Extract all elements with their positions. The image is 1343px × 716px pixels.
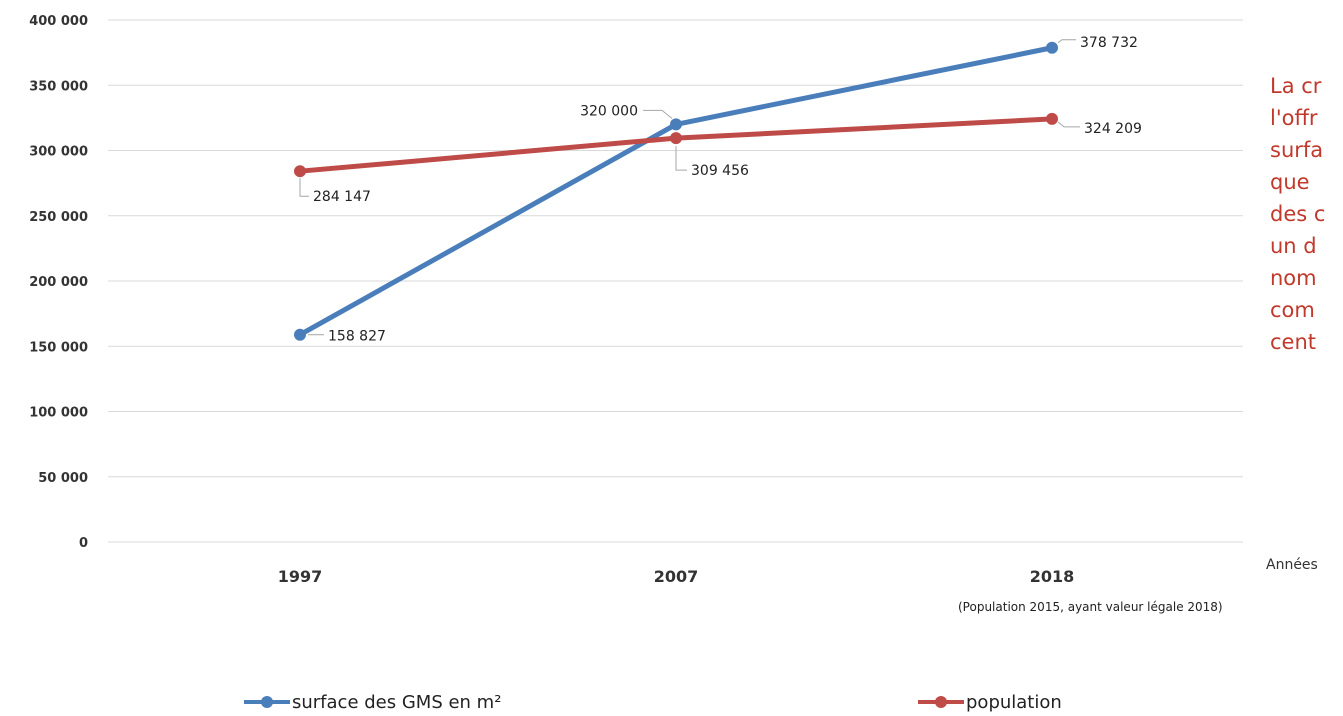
side-text-panel: La cr l'offr surfa que des c un d nom co…	[1270, 74, 1343, 364]
data-labels: 158 827 320 000 378 732 284 147 309 456 324 2…	[313, 35, 1142, 345]
data-label-leader	[299, 178, 309, 197]
data-label: 378 732	[1080, 35, 1138, 51]
legend-marker-surface	[261, 696, 273, 708]
side-text-line: cent	[1270, 330, 1317, 354]
x-axis-title: Années	[1266, 557, 1318, 573]
y-tick-label: 50 000	[38, 471, 88, 486]
data-label: 324 209	[1084, 121, 1142, 137]
y-tick-label: 100 000	[29, 406, 88, 421]
data-label-leader	[675, 146, 687, 171]
side-text-line: com	[1270, 298, 1315, 322]
legend-label-surface: surface des GMS en m²	[292, 691, 502, 713]
y-tick-label: 150 000	[29, 340, 88, 355]
data-label-leader	[1057, 39, 1076, 44]
data-point	[294, 165, 306, 178]
side-text-line: La cr	[1270, 74, 1322, 98]
legend-item-surface: surface des GMS en m²	[244, 690, 501, 714]
y-tick-label: 350 000	[29, 79, 88, 94]
data-label: 158 827	[328, 329, 386, 345]
side-text-line: un d	[1270, 234, 1317, 258]
y-tick-label: 250 000	[29, 210, 88, 225]
data-point	[1046, 41, 1058, 54]
data-point	[670, 132, 682, 145]
data-label-leaders	[299, 39, 1080, 336]
legend-swatch-population	[918, 696, 964, 708]
grid-lines	[108, 19, 1243, 543]
data-point	[294, 328, 306, 341]
data-label-leader	[643, 109, 673, 119]
x-tick-label: 1997	[278, 567, 323, 586]
legend-marker-population	[935, 696, 947, 708]
y-axis-ticks: 0 50 000 100 000 150 000 200 000 250 000 300 0…	[29, 14, 88, 551]
side-text-line: surfa	[1270, 138, 1324, 162]
series-lines	[297, 45, 1055, 338]
series-line-0	[297, 45, 1055, 338]
legend-item-population: population	[918, 690, 1062, 714]
data-label: 320 000	[580, 103, 638, 119]
y-tick-label: 0	[79, 536, 88, 551]
legend-label-population: population	[966, 691, 1062, 713]
data-label: 284 147	[313, 189, 371, 205]
y-tick-label: 400 000	[29, 14, 88, 29]
y-tick-label: 300 000	[29, 145, 88, 160]
side-text-line: que	[1270, 170, 1310, 194]
x-category-note: (Population 2015, ayant valeur légale 20…	[958, 600, 1223, 614]
side-text-line: des c	[1270, 202, 1326, 226]
x-axis-ticks: 1997 2007 2018	[278, 567, 1075, 586]
data-point	[1046, 112, 1058, 125]
side-text-line: nom	[1270, 266, 1317, 290]
data-label: 309 456	[691, 163, 749, 179]
x-tick-label: 2007	[654, 567, 699, 586]
legend-swatch-surface	[244, 696, 290, 708]
side-text-line: l'offr	[1270, 106, 1318, 130]
data-label-leader	[1057, 121, 1080, 128]
x-tick-label: 2018	[1030, 567, 1075, 586]
data-point	[670, 118, 682, 131]
series-points	[294, 41, 1058, 341]
y-tick-label: 200 000	[29, 275, 88, 290]
